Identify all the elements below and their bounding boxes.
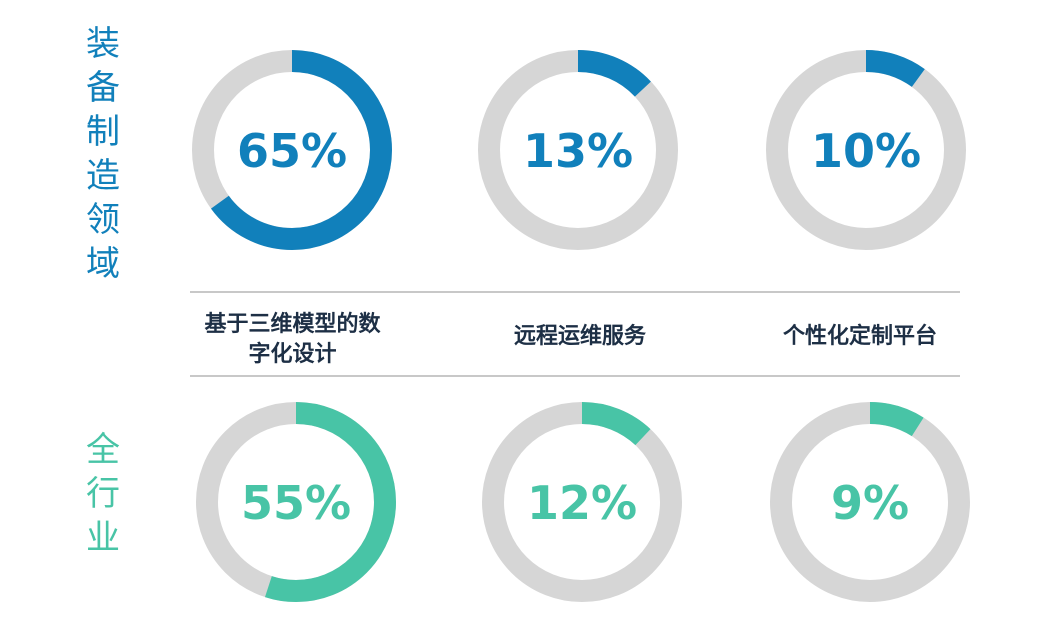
donut-value-label: 65% [237,124,347,178]
donut-arc [482,402,682,602]
donut-value-label: 9% [831,476,909,530]
row-label-bottom: 全行业 [86,430,120,558]
donut-value-label: 12% [527,476,637,530]
divider-bottom [190,375,960,377]
donut-arc [478,50,678,250]
category-label-2: 远程运维服务 [513,324,646,349]
donut-value-label: 10% [811,124,921,178]
category-label-1-line1: 基于三维模型的数 [204,312,381,337]
divider-top [190,291,960,293]
row-label-top: 装备制造领域 [86,24,120,284]
category-label-1-line2: 字化设计 [248,342,337,367]
category-label-1: 基于三维模型的数 字化设计 [170,310,415,370]
donut-arc [766,50,966,250]
donut-value-label: 13% [523,124,633,178]
donut-arc [192,50,392,250]
donut-arc [196,402,396,602]
donut-value-label: 55% [241,476,351,530]
donut-arc [770,402,970,602]
category-label-3: 个性化定制平台 [782,324,937,349]
